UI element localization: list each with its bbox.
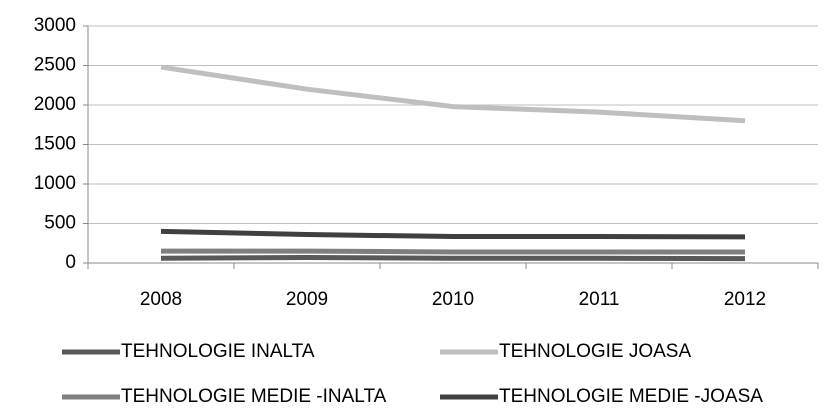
x-tick-label: 2011	[579, 289, 620, 310]
y-tick-label: 0	[65, 252, 76, 273]
x-tick-label: 2010	[432, 289, 474, 310]
x-tick-label: 2012	[724, 289, 766, 310]
legend-label: TEHNOLOGIE INALTA	[121, 341, 315, 362]
y-tick-label: 3000	[34, 15, 76, 36]
x-tick-label: 2008	[140, 289, 182, 310]
series-line	[160, 228, 746, 240]
y-tick-label: 1000	[34, 173, 76, 194]
series-line	[161, 248, 745, 255]
x-tick-label: 2009	[286, 289, 328, 310]
series-line	[160, 254, 746, 262]
y-tick-label: 1500	[34, 134, 76, 155]
y-tick-label: 500	[44, 213, 76, 234]
y-tick-label: 2500	[34, 55, 76, 76]
legend-label: TEHNOLOGIE MEDIE -INALTA	[121, 386, 387, 407]
y-tick-label: 2000	[34, 94, 76, 115]
legend-label: TEHNOLOGIE MEDIE -JOASA	[499, 386, 763, 407]
legend-label: TEHNOLOGIE JOASA	[499, 341, 691, 362]
series-line	[160, 64, 746, 124]
